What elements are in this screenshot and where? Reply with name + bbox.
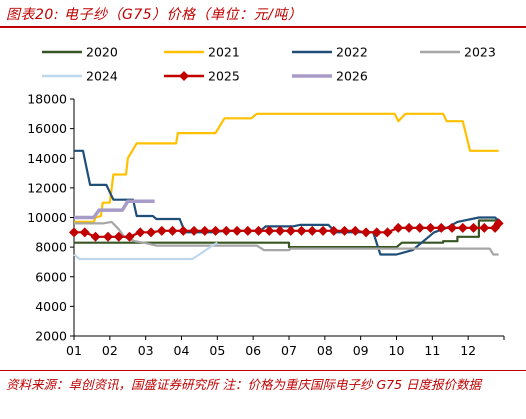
data-point-2025 (350, 225, 361, 236)
y-tick-label: 16000 (27, 121, 67, 136)
data-point-2025 (361, 227, 372, 238)
data-point-2025 (103, 231, 114, 242)
x-tick-label: 11 (424, 343, 440, 358)
data-point-2025 (318, 225, 329, 236)
data-point-2025 (328, 225, 339, 236)
y-tick-label: 8000 (35, 240, 67, 255)
data-point-2025 (404, 222, 415, 233)
x-tick-label: 07 (281, 343, 297, 358)
data-point-2025 (339, 225, 350, 236)
series-line-2020 (74, 219, 499, 249)
data-point-2025 (468, 222, 479, 233)
data-point-2025 (371, 227, 382, 238)
data-point-2025 (69, 227, 79, 238)
series-line-2024 (73, 241, 218, 261)
data-point-2025 (242, 225, 253, 236)
data-point-2025 (275, 225, 286, 236)
x-tick-label: 08 (317, 343, 333, 358)
data-point-2025 (425, 222, 436, 233)
data-point-2025 (493, 218, 504, 229)
x-tick-label: 03 (138, 343, 154, 358)
data-point-2025 (253, 225, 264, 236)
x-tick-label: 10 (389, 343, 405, 358)
chart-title: 图表20: 电子纱（G75）价格（单位：元/吨） (6, 7, 303, 23)
x-tick-label: 12 (460, 343, 476, 358)
data-point-2025 (113, 231, 124, 242)
data-point-2025 (436, 222, 447, 233)
y-tick-label: 10000 (27, 210, 67, 225)
data-point-2025 (414, 222, 425, 233)
x-axis: 01 02 03 04 05 06 07 08 09 10 11 12 (66, 335, 505, 358)
legend-label-2024: 2024 (86, 69, 118, 84)
legend-label-2020: 2020 (86, 45, 118, 60)
x-tick-label: 09 (353, 343, 369, 358)
x-tick-label: 02 (102, 343, 118, 358)
data-point-2025 (79, 227, 90, 238)
data-point-2025 (232, 225, 243, 236)
data-point-2025 (189, 225, 200, 236)
legend-label-2025: 2025 (208, 69, 240, 84)
y-tick-label: 4000 (35, 299, 67, 314)
source-note: 资料来源：卓创资讯，国盛证券研究所 注：价格为重庆国际电子纱 G75 日度报价数… (6, 377, 482, 392)
x-tick-label: 05 (209, 343, 225, 358)
data-point-2025 (178, 225, 189, 236)
series-line-2026 (74, 199, 155, 220)
data-point-2025 (210, 225, 221, 236)
x-tick-label: 06 (245, 343, 261, 358)
legend-label-2021: 2021 (208, 45, 240, 60)
y-tick-label: 6000 (35, 269, 67, 284)
y-tick-label: 12000 (27, 180, 67, 195)
data-point-2025 (393, 222, 404, 233)
data-point-2025 (90, 231, 101, 242)
legend-label-2022: 2022 (336, 45, 368, 60)
data-point-2025 (382, 227, 393, 238)
legend-label-2026: 2026 (336, 69, 368, 84)
data-point-2025 (447, 222, 458, 233)
y-tick-label: 14000 (27, 151, 67, 166)
data-point-2025 (167, 225, 178, 236)
legend-label-2023: 2023 (464, 45, 496, 60)
data-point-2025 (264, 225, 275, 236)
footer-rule (0, 370, 526, 371)
x-tick-label: 04 (174, 343, 190, 358)
data-point-2025 (146, 227, 157, 238)
data-point-2025 (221, 225, 232, 236)
data-point-2025 (285, 225, 296, 236)
x-tick-label: 01 (66, 343, 82, 358)
legend-marker-2025 (179, 71, 189, 81)
data-point-2025 (479, 222, 490, 233)
y-tick-label: 18000 (27, 92, 67, 107)
series-line-2021 (74, 112, 499, 223)
data-point-2025 (199, 225, 210, 236)
data-point-2025 (307, 225, 318, 236)
y-axis: 2000 4000 6000 8000 10000 12000 14000 16000 1800… (27, 92, 75, 344)
data-point-2025 (135, 227, 146, 238)
data-point-2025 (457, 222, 468, 233)
data-point-2025 (156, 225, 167, 236)
line-chart: 2020 2021 2022 2023 2024 2025 2026 2000 4000 600… (27, 45, 505, 358)
plot-area (69, 112, 504, 261)
data-point-2025 (124, 231, 135, 242)
title-underline (0, 26, 526, 28)
y-tick-label: 2000 (35, 329, 67, 344)
legend: 2020 2021 2022 2023 2024 2025 2026 (42, 45, 496, 84)
data-point-2025 (296, 225, 307, 236)
